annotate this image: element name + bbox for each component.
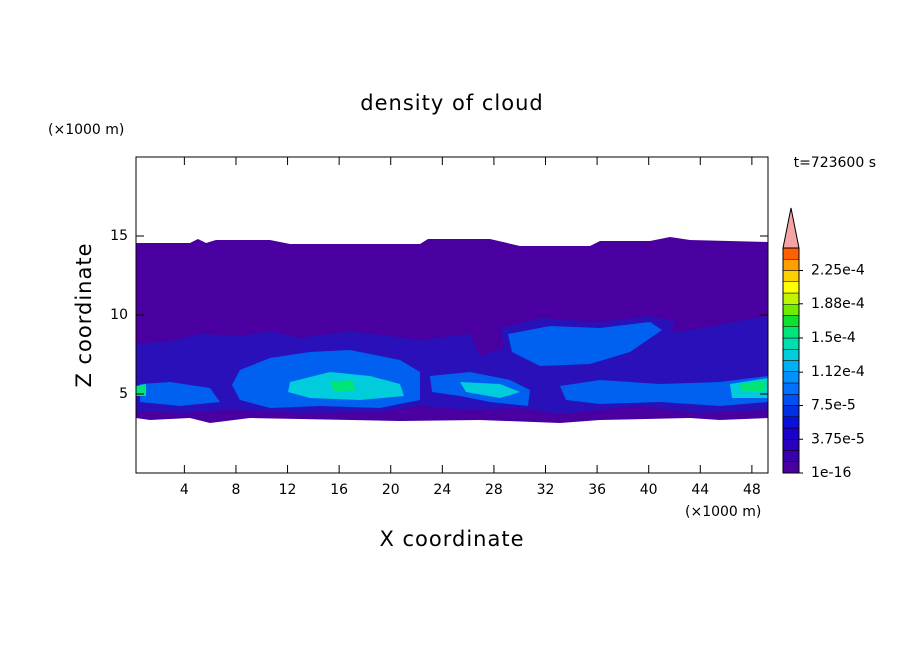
contour-field bbox=[136, 237, 768, 423]
colorbar-cell bbox=[782, 371, 800, 384]
colorbar-cell bbox=[782, 450, 800, 462]
x-tick-label: 16 bbox=[330, 482, 348, 498]
x-tick-label: 40 bbox=[640, 482, 658, 498]
colorbar-cell bbox=[782, 292, 800, 305]
colorbar-label: 1.5e-4 bbox=[811, 330, 856, 346]
x-tick-label: 32 bbox=[537, 482, 555, 498]
annotation: t=723600 s bbox=[794, 155, 876, 171]
colorbar-cell bbox=[782, 382, 800, 395]
y-unit: (×1000 m) bbox=[48, 122, 124, 138]
colorbar-cell bbox=[782, 259, 800, 271]
colorbar-label: 2.25e-4 bbox=[811, 263, 865, 279]
colorbar-label: 1e-16 bbox=[811, 465, 851, 481]
colorbar-cell bbox=[782, 326, 800, 339]
colorbar-cell bbox=[782, 247, 800, 260]
x-tick-label: 24 bbox=[433, 482, 451, 498]
colorbar-label: 3.75e-5 bbox=[811, 431, 865, 447]
colorbar-cell bbox=[782, 270, 800, 282]
y-tick-label: 5 bbox=[119, 386, 128, 402]
x-tick-label: 20 bbox=[382, 482, 400, 498]
x-tick-label: 8 bbox=[231, 482, 240, 498]
contour-region bbox=[460, 382, 520, 398]
chart-title: density of cloud bbox=[360, 91, 543, 115]
colorbar-cell bbox=[782, 349, 800, 361]
colorbar-cell bbox=[782, 360, 800, 372]
colorbar-cell bbox=[782, 405, 800, 417]
x-tick-label: 36 bbox=[588, 482, 606, 498]
colorbar-frame bbox=[782, 247, 800, 474]
contour-region bbox=[508, 322, 662, 366]
contour-region bbox=[140, 382, 220, 406]
y-axis-label: Z coordinate bbox=[72, 242, 96, 387]
colorbar-extend bbox=[782, 207, 800, 249]
x-tick-label: 48 bbox=[743, 482, 761, 498]
contour-region bbox=[136, 384, 146, 396]
colorbar-label: 1.88e-4 bbox=[811, 296, 865, 312]
contour-region bbox=[740, 380, 766, 392]
colorbar-cell bbox=[782, 427, 800, 440]
x-tick-label: 12 bbox=[279, 482, 297, 498]
colorbar-cell bbox=[782, 461, 800, 474]
x-tick-label: 28 bbox=[485, 482, 503, 498]
x-tick-label: 44 bbox=[691, 482, 709, 498]
colorbar-cell bbox=[782, 304, 800, 316]
colorbar-cell bbox=[782, 394, 800, 406]
colorbar-cell bbox=[782, 337, 800, 350]
contour-region bbox=[560, 376, 768, 406]
colorbar-label: 1.12e-4 bbox=[811, 364, 865, 380]
colorbar-cell bbox=[782, 439, 800, 451]
colorbar-cell bbox=[782, 315, 800, 327]
contour-region bbox=[330, 380, 356, 392]
x-tick-label: 4 bbox=[180, 482, 189, 498]
colorbar-cell bbox=[782, 416, 800, 429]
y-tick-label: 10 bbox=[110, 307, 128, 323]
colorbar-label: 7.5e-5 bbox=[811, 398, 856, 414]
colorbar-cell bbox=[782, 281, 800, 294]
y-tick-label: 15 bbox=[110, 228, 128, 244]
x-unit: (×1000 m) bbox=[685, 504, 761, 520]
x-axis-label: X coordinate bbox=[379, 527, 524, 551]
